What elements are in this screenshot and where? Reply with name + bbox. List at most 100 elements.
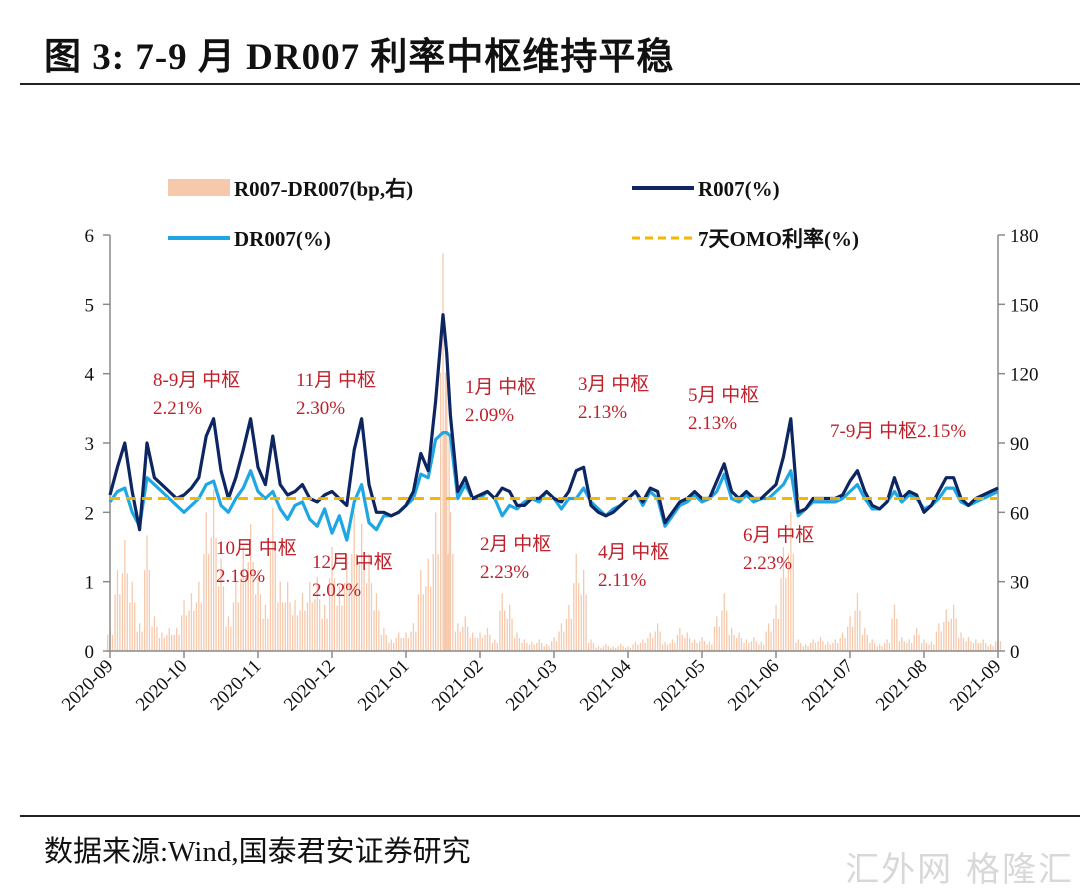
spread-bar [568, 604, 570, 651]
median-annotation-label: 8-9月 中枢 [153, 369, 240, 391]
spread-bar [662, 644, 664, 651]
spread-bar [432, 553, 434, 651]
spread-bar [884, 642, 886, 651]
spread-bar [398, 632, 400, 651]
spread-bar [745, 639, 748, 651]
spread-bar [837, 642, 839, 651]
spread-bar [255, 594, 257, 651]
spread-bar [464, 616, 466, 651]
spread-bar [375, 593, 378, 651]
spread-bar [462, 626, 464, 651]
r007-line [108, 313, 999, 532]
spread-bar [975, 639, 977, 651]
spread-bar [469, 638, 471, 651]
spread-bar [864, 627, 866, 651]
spread-bar [528, 644, 531, 651]
spread-bar [158, 638, 161, 651]
spread-bar [891, 618, 893, 651]
spread-bar [871, 639, 873, 651]
spread-bar [496, 642, 498, 651]
bottom-rule-divider [20, 815, 1080, 817]
spread-bar [454, 631, 457, 651]
spread-bar [696, 642, 698, 651]
spread-bar [896, 618, 898, 651]
spread-bar [743, 642, 745, 651]
spread-bar [980, 642, 982, 651]
spread-bar [652, 638, 654, 651]
spread-bar [689, 638, 691, 651]
spread-bar [940, 631, 942, 651]
spread-bar [449, 512, 452, 651]
spread-bar [938, 623, 940, 651]
spread-bar [338, 586, 341, 651]
left-y-tick-label: 4 [85, 365, 95, 386]
median-annotation-label: 3月 中枢 [578, 373, 649, 395]
spread-bar [625, 647, 627, 651]
spread-bar [694, 639, 696, 651]
spread-bar [370, 583, 373, 651]
spread-bar [430, 586, 432, 651]
spread-bar [366, 583, 368, 651]
spread-bar [681, 634, 683, 651]
spread-bar [188, 610, 190, 651]
spread-bar [526, 642, 528, 651]
spread-bar [795, 642, 797, 651]
spread-bar [659, 631, 661, 651]
spread-bar [250, 523, 252, 651]
spread-bar [713, 626, 716, 651]
spread-bar [148, 570, 151, 651]
spread-bar [948, 621, 950, 651]
spread-bar [472, 632, 474, 651]
spread-bar [597, 646, 600, 651]
spread-bar [913, 634, 915, 651]
spread-bar [560, 623, 563, 651]
spread-bar [277, 602, 279, 651]
spread-bar [518, 638, 521, 651]
spread-bar [247, 562, 249, 651]
spread-bar [674, 642, 676, 651]
median-annotation-label: 6月 中枢 [743, 524, 814, 546]
spread-bar [422, 594, 424, 651]
spread-bar [763, 644, 765, 651]
spread-bar [546, 644, 548, 651]
spread-bar [314, 599, 316, 651]
spread-bar [168, 627, 170, 651]
legend-label: 7天OMO利率(%) [698, 227, 859, 251]
spread-bar [573, 583, 575, 651]
spread-bar [242, 547, 244, 651]
spread-bar [225, 626, 227, 651]
spread-bar [259, 594, 262, 651]
spread-bar [933, 644, 935, 651]
spread-bar [240, 578, 242, 651]
spread-bar [491, 642, 494, 651]
spread-bar [657, 623, 659, 651]
spread-bar [960, 632, 962, 651]
spread-bar [967, 637, 970, 651]
spread-bar [222, 586, 225, 651]
spread-bar [208, 553, 210, 651]
spread-bar [790, 512, 792, 651]
chart-legend: R007-DR007(bp,右) R007(%) DR007(%) 7天OMO利率(%… [168, 177, 859, 251]
spread-bar [945, 609, 947, 651]
spread-bar [368, 553, 370, 651]
spread-bar [341, 605, 343, 651]
spread-bar [962, 638, 965, 651]
spread-bar [287, 581, 289, 651]
right-y-tick-label: 60 [1010, 503, 1029, 524]
spread-bar [107, 634, 109, 651]
annotations-group: 8-9月 中枢 2.21% 10月 中枢 2.19% 11月 中枢 2.30% 12月 中枢… [153, 369, 966, 601]
spread-bar [193, 610, 195, 651]
spread-bar [166, 634, 168, 651]
spread-bar [538, 639, 540, 651]
spread-bar [679, 627, 681, 651]
spread-bar [427, 558, 429, 651]
spread-bar [684, 638, 686, 651]
spread-bar [514, 638, 516, 651]
spread-bar [511, 618, 513, 651]
spread-bar [156, 626, 158, 651]
spread-bar [755, 641, 757, 651]
spread-bar [136, 631, 138, 651]
spread-bar [847, 626, 849, 651]
spread-bar [343, 583, 346, 651]
spread-bar [615, 647, 617, 651]
